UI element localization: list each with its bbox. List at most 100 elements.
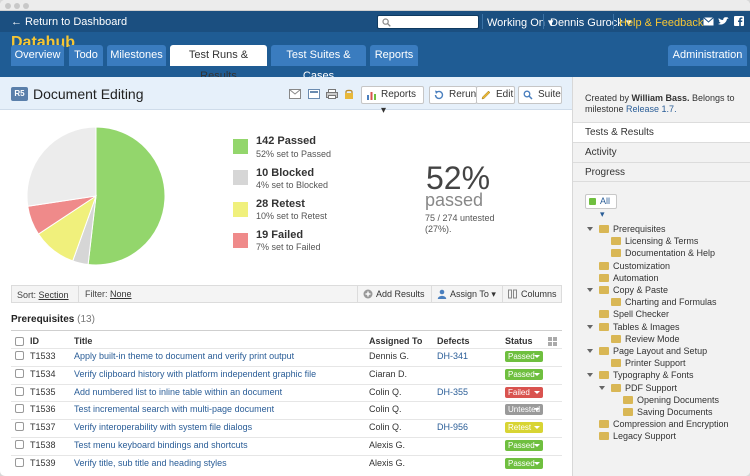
sidebar-tab-tests-results[interactable]: Tests & Results xyxy=(573,122,750,142)
sidebar-tab-activity[interactable]: Activity xyxy=(573,142,750,162)
edit-button[interactable]: Edit xyxy=(476,86,515,104)
mail-icon[interactable] xyxy=(703,17,714,26)
maximize-dot[interactable] xyxy=(23,3,29,9)
suite-button[interactable]: Suite xyxy=(518,86,562,104)
status-dropdown[interactable]: Untested xyxy=(505,404,543,415)
status-dropdown[interactable]: Passed xyxy=(505,351,543,362)
reports-button[interactable]: Reports ▾ xyxy=(361,86,424,116)
test-id[interactable]: T1535 xyxy=(30,387,56,397)
select-all-checkbox[interactable] xyxy=(15,337,24,346)
help-feedback-menu[interactable]: Help & Feedback ▾ xyxy=(619,16,712,29)
user-icon xyxy=(437,289,447,299)
assign-to-button[interactable]: Assign To ▾ xyxy=(431,286,504,302)
search-input[interactable] xyxy=(377,15,479,29)
twitter-icon[interactable] xyxy=(718,17,729,26)
filter-control[interactable]: Filter: None xyxy=(78,286,132,302)
facebook-icon[interactable] xyxy=(734,16,744,26)
test-id[interactable]: T1536 xyxy=(30,404,56,414)
tree-node-label[interactable]: Saving Documents xyxy=(637,407,713,417)
row-checkbox[interactable] xyxy=(15,387,24,396)
column-chooser-icon[interactable] xyxy=(548,337,557,346)
row-checkbox[interactable] xyxy=(15,404,24,413)
bar-chart-icon xyxy=(367,92,376,100)
test-title-link[interactable]: Test incremental search with multi-page … xyxy=(74,404,275,414)
tree-node-label[interactable]: Documentation & Help xyxy=(625,248,716,258)
column-header-id[interactable]: ID xyxy=(30,336,39,346)
tree-node-label[interactable]: Charting and Formulas xyxy=(625,297,717,307)
tree-node-label[interactable]: Typography & Fonts xyxy=(613,370,694,380)
tree-node-label[interactable]: Customization xyxy=(613,261,671,271)
tree-node-label[interactable]: Page Layout and Setup xyxy=(613,346,708,356)
row-checkbox[interactable] xyxy=(15,369,24,378)
tree-node-label[interactable]: Spell Checker xyxy=(613,309,670,319)
tab-administration[interactable]: Administration xyxy=(668,45,747,66)
tree-node-label[interactable]: Tables & Images xyxy=(613,322,680,332)
test-title-link[interactable]: Verify title, sub title and heading styl… xyxy=(74,458,227,468)
tree-node-label[interactable]: Prerequisites xyxy=(613,224,666,234)
expand-arrow-icon[interactable] xyxy=(587,349,593,353)
tab-overview[interactable]: Overview xyxy=(11,45,64,66)
minimize-dot[interactable] xyxy=(14,3,20,9)
defect-link[interactable]: DH-341 xyxy=(437,351,469,361)
test-title-link[interactable]: Verify clipboard history with platform i… xyxy=(74,369,317,379)
row-checkbox[interactable] xyxy=(15,351,24,360)
all-sections-dropdown[interactable]: All ▾ xyxy=(585,194,617,219)
tree-node-label[interactable]: Review Mode xyxy=(625,334,680,344)
milestone-link[interactable]: Release 1.7. xyxy=(626,104,677,114)
tree-node-label[interactable]: Compression and Encryption xyxy=(613,419,729,429)
working-on-menu[interactable]: Working On ▾ xyxy=(487,17,554,29)
test-id[interactable]: T1534 xyxy=(30,369,56,379)
test-title-link[interactable]: Test menu keyboard bindings and shortcut… xyxy=(74,440,248,450)
column-header-title[interactable]: Title xyxy=(74,336,93,346)
tree-node-label[interactable]: Opening Documents xyxy=(637,395,720,405)
tab-milestones[interactable]: Milestones xyxy=(107,45,166,66)
column-header-assigned[interactable]: Assigned To xyxy=(369,336,423,346)
sidebar-tab-progress[interactable]: Progress xyxy=(573,162,750,182)
expand-arrow-icon[interactable] xyxy=(587,288,593,292)
rerun-button[interactable]: Rerun xyxy=(429,86,477,104)
test-title-link[interactable]: Verify interoperability with system file… xyxy=(74,422,253,432)
lock-icon[interactable] xyxy=(343,89,355,99)
email-icon[interactable] xyxy=(289,89,301,99)
test-id[interactable]: T1539 xyxy=(30,458,56,468)
columns-button[interactable]: Columns xyxy=(502,286,563,302)
defect-link[interactable]: DH-956 xyxy=(437,422,469,432)
status-dropdown[interactable]: Passed xyxy=(505,369,543,380)
tree-node-label[interactable]: Copy & Paste xyxy=(613,285,669,295)
close-dot[interactable] xyxy=(5,3,11,9)
tree-node-label[interactable]: Licensing & Terms xyxy=(625,236,699,246)
test-title-link[interactable]: Apply built-in theme to document and ver… xyxy=(74,351,295,361)
tab-test-runs-results[interactable]: Test Runs & Results xyxy=(170,45,267,82)
defect-link[interactable]: DH-355 xyxy=(437,387,469,397)
tab-test-suites-cases[interactable]: Test Suites & Cases xyxy=(271,45,366,82)
test-id[interactable]: T1537 xyxy=(30,422,56,432)
expand-arrow-icon[interactable] xyxy=(587,373,593,377)
test-title-link[interactable]: Add numbered list to inline table within… xyxy=(74,387,283,397)
row-checkbox[interactable] xyxy=(15,458,24,467)
expand-arrow-icon[interactable] xyxy=(587,227,593,231)
expand-arrow-icon[interactable] xyxy=(599,386,605,390)
status-dropdown[interactable]: Passed xyxy=(505,440,543,451)
export-icon[interactable] xyxy=(308,89,320,99)
sort-control[interactable]: Sort: Section xyxy=(17,290,69,300)
tab-reports[interactable]: Reports xyxy=(370,45,418,66)
column-header-status[interactable]: Status xyxy=(505,336,533,346)
row-checkbox[interactable] xyxy=(15,440,24,449)
tab-todo[interactable]: Todo xyxy=(69,45,103,66)
column-header-defects[interactable]: Defects xyxy=(437,336,470,346)
tree-node-label[interactable]: Automation xyxy=(613,273,659,283)
status-dropdown[interactable]: Failed xyxy=(505,387,543,398)
expand-arrow-icon[interactable] xyxy=(587,325,593,329)
tree-node-label[interactable]: PDF Support xyxy=(625,383,678,393)
add-results-button[interactable]: Add Results xyxy=(357,286,433,302)
test-id[interactable]: T1533 xyxy=(30,351,56,361)
tree-node-label[interactable]: Printer Support xyxy=(625,358,686,368)
return-to-dashboard-link[interactable]: ← Return to Dashboard xyxy=(11,16,128,28)
user-menu[interactable]: Dennis Gurock ▾ xyxy=(550,17,632,29)
test-id[interactable]: T1538 xyxy=(30,440,56,450)
row-checkbox[interactable] xyxy=(15,422,24,431)
status-dropdown[interactable]: Passed xyxy=(505,458,543,469)
tree-node-label[interactable]: Legacy Support xyxy=(613,431,677,441)
print-icon[interactable] xyxy=(326,89,338,99)
status-dropdown[interactable]: Retest xyxy=(505,422,543,433)
